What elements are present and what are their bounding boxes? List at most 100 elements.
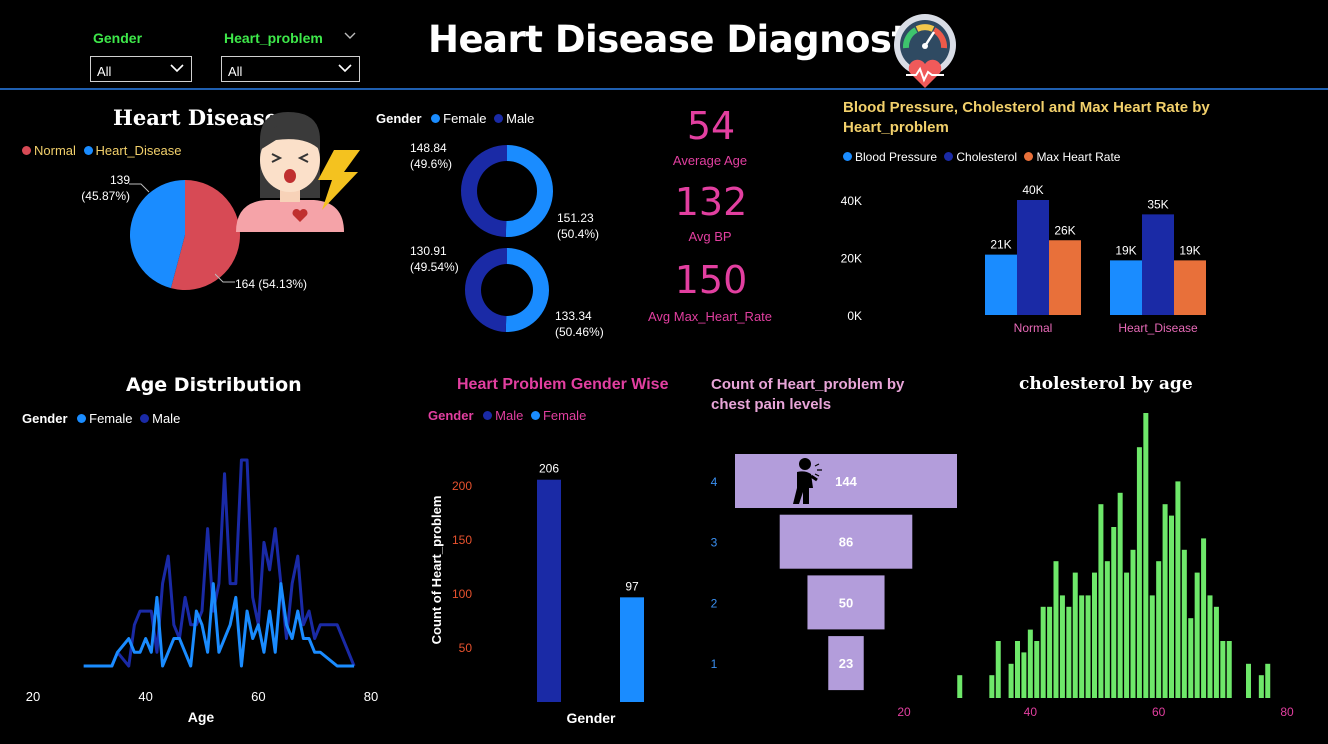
y-tick-label: 40K: [841, 194, 862, 208]
legend-title: Gender: [376, 111, 422, 126]
histogram-bar: [1053, 561, 1059, 698]
gender-filter-value: All: [97, 64, 112, 79]
bar-data-label: 19K: [1115, 243, 1136, 257]
bar-male: [537, 479, 561, 702]
y-tick-label: 100: [452, 587, 472, 601]
histogram-bar: [1143, 413, 1149, 698]
histogram-bar: [1079, 595, 1085, 698]
bar-blood-pressure: [985, 254, 1017, 315]
legend-male: Male: [495, 408, 524, 423]
histogram-bar: [1156, 561, 1162, 698]
legend-female: Female: [542, 408, 587, 423]
funnel-category-label: 4: [711, 475, 718, 489]
kpi-average-age-label: Average Age: [672, 153, 748, 168]
y-tick-label: 150: [452, 533, 472, 547]
bar-max-heart-rate: [1174, 260, 1206, 315]
kpi-avg-bp-label: Avg BP: [688, 229, 732, 244]
x-tick-label: 80: [364, 689, 378, 704]
header-divider: [0, 88, 1328, 90]
funnel-category-label: 3: [711, 536, 718, 550]
donut-slice-female: [505, 145, 553, 237]
bp-chol-hr-chart: 0K 20K 40K 21K 40K 26K Normal 19K 35K 19K Heart_Di…: [841, 183, 1206, 335]
y-tick-label: 50: [459, 641, 473, 655]
x-tick-label: 20: [897, 705, 911, 719]
bar-data-label: 97: [625, 579, 639, 593]
cholesterol-by-age-chart: 40 60 80: [957, 413, 1294, 719]
bp-chol-hr-legend: Blood Pressure Cholesterol Max Heart Rat…: [843, 150, 1120, 164]
histogram-bar: [1258, 675, 1264, 698]
bar-data-label: 21K: [990, 238, 1011, 252]
heart-problem-filter-label: Heart_problem: [224, 30, 323, 46]
donut1-female-label: 151.23 (50.4%): [557, 211, 600, 241]
histogram-bar: [1194, 572, 1200, 698]
histogram-bar: [1098, 504, 1104, 698]
x-axis-title: Age: [188, 709, 215, 725]
histogram-bar: [1188, 618, 1194, 698]
histogram-bar: [1085, 595, 1091, 698]
x-tick-label: Heart_Disease: [1118, 321, 1198, 335]
histogram-bar: [989, 675, 995, 698]
histogram-bar: [1136, 447, 1142, 698]
pie-slice-heart_disease: [130, 180, 185, 289]
legend-normal: Normal: [34, 143, 76, 158]
histogram-bar: [1111, 527, 1117, 698]
cholesterol-by-age-title: cholesterol by age: [1019, 374, 1193, 394]
donut-slice-female: [505, 248, 550, 332]
legend-male: Male: [152, 411, 181, 426]
histogram-bar: [1040, 606, 1046, 698]
pie-label-heart-disease: 139 (45.87%): [81, 173, 130, 203]
page-title: Heart Disease Diagnostic: [428, 18, 943, 61]
line-male: [83, 458, 356, 668]
legend-bp: Blood Pressure: [855, 150, 938, 164]
funnel-bar-level-2: [807, 575, 885, 630]
funnel-bar-level-3: [779, 514, 913, 569]
bar-data-label: 26K: [1054, 223, 1075, 237]
bar-cholesterol: [1142, 214, 1174, 315]
histogram-bar: [1008, 663, 1014, 698]
bar-data-label: 206: [539, 462, 559, 476]
line-female: [83, 582, 355, 668]
pie-slice-normal: [170, 180, 241, 290]
kpi-avg-bp: 132: [674, 180, 748, 224]
histogram-bar: [1092, 572, 1097, 698]
histogram-bar: [1201, 538, 1207, 698]
histogram-bar: [1246, 663, 1251, 698]
x-tick-label: 60: [251, 689, 265, 704]
y-tick-label: 200: [452, 479, 472, 493]
histogram-bar: [1104, 561, 1110, 698]
donut-slice-male: [465, 248, 507, 332]
y-axis-title: Count of Heart_problem: [429, 496, 444, 645]
funnel-bar-level-4: [735, 454, 957, 508]
histogram-bar: [1034, 641, 1040, 698]
bar-max-heart-rate: [1049, 240, 1081, 315]
histogram-bar: [1175, 481, 1181, 698]
gauge-heart-icon: [892, 12, 958, 97]
bar-blood-pressure: [1110, 260, 1142, 315]
donut1-male-label: 148.84 (49.6%): [410, 141, 453, 171]
kpi-average-age: 54: [686, 104, 736, 148]
histogram-bar: [1213, 606, 1219, 698]
histogram-bar: [957, 675, 963, 698]
chevron-down-icon[interactable]: [343, 29, 357, 47]
x-tick-label: 40: [138, 689, 152, 704]
gender-donut-legend: Gender Female Male: [376, 111, 534, 126]
bar-data-label: 40K: [1022, 183, 1043, 197]
chest-pain-title: Count of Heart_problem by chest pain lev…: [711, 376, 905, 413]
kpi-avg-heart-rate: 150: [674, 258, 748, 302]
age-distribution-legend: Gender Female Male: [22, 411, 180, 426]
funnel-data-label: 86: [839, 535, 853, 550]
histogram-bar: [1169, 515, 1174, 698]
gender-filter-dropdown[interactable]: All: [90, 56, 192, 82]
heart-disease-pie: [130, 180, 241, 290]
lightning-icon: [314, 150, 362, 215]
donut2-male-label: 130.91 (49.54%): [410, 244, 459, 274]
x-tick-label: Normal: [1014, 321, 1053, 335]
donut2-female-label: 133.34 (50.46%): [555, 309, 604, 339]
heart-problem-filter-dropdown[interactable]: All: [221, 56, 360, 82]
heart-disease-legend: Normal Heart_Disease: [22, 143, 182, 158]
histogram-bar: [1124, 572, 1130, 698]
y-tick-label: 0K: [847, 309, 862, 323]
donut-slice-male: [460, 145, 507, 237]
histogram-bar: [995, 641, 1001, 698]
chest-pain-funnel: 144 4 86 3 50 2 23 1 20: [711, 454, 957, 719]
